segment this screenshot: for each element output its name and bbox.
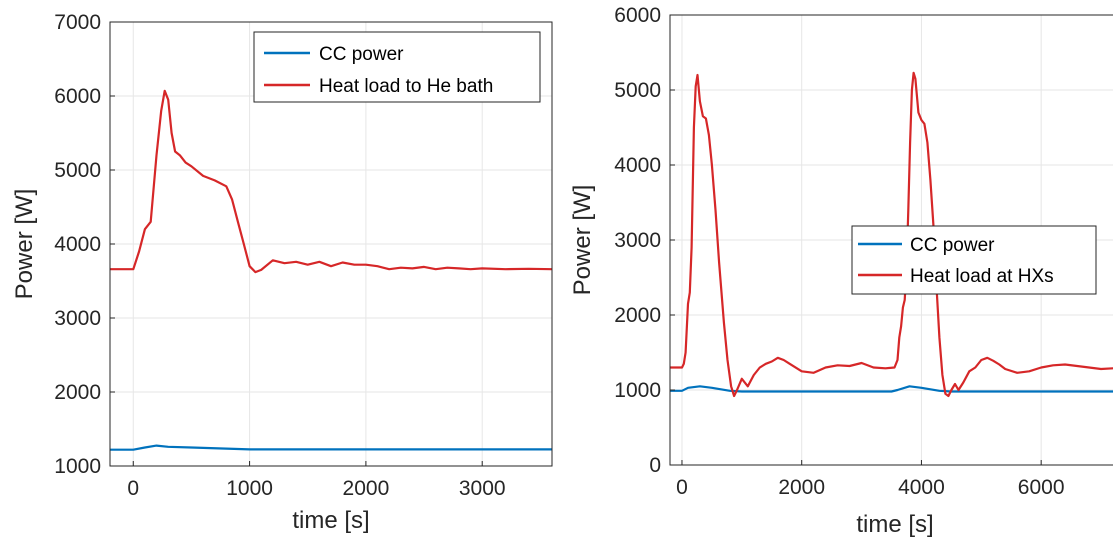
left-ticks: 0 1000 2000 3000 1000 2000 3000 4000 5000 6000 700… (54, 11, 505, 500)
right-y-tick-label-0: 0 (649, 454, 661, 477)
right-y-tick-label-6000: 6000 (614, 4, 661, 27)
right-chart: 0 2000 4000 6000 0 1000 2000 3000 4000 5000 6000 t… (569, 4, 1113, 538)
left-legend-label-cc-power: CC power (319, 44, 404, 65)
left-chart: 0 1000 2000 3000 1000 2000 3000 4000 5000 6000 700… (11, 11, 553, 534)
left-x-tick-label-2000: 2000 (343, 477, 390, 500)
right-y-tick-label-2000: 2000 (614, 304, 661, 327)
left-x-tick-label-1000: 1000 (226, 477, 273, 500)
right-y-tick-label-1000: 1000 (614, 379, 661, 402)
left-x-tick-label-0: 0 (127, 477, 139, 500)
right-series-cc-power-line (670, 385, 1113, 393)
left-x-axis-label: time [s] (292, 507, 369, 534)
right-y-axis-label: Power [W] (569, 185, 596, 296)
left-series (110, 89, 552, 451)
right-legend: CC power Heat load at HXs (851, 225, 1097, 295)
left-y-tick-label-2000: 2000 (54, 381, 101, 404)
left-y-tick-label-1000: 1000 (54, 455, 101, 478)
left-y-tick-label-4000: 4000 (54, 233, 101, 256)
right-x-tick-label-2000: 2000 (778, 476, 825, 499)
left-series-heat-load-line (110, 89, 552, 274)
left-x-tick-label-3000: 3000 (459, 477, 506, 500)
right-legend-label-cc-power: CC power (910, 235, 995, 256)
left-series-cc-power-line (110, 444, 552, 451)
left-legend-box (253, 31, 541, 103)
right-y-tick-label-5000: 5000 (614, 79, 661, 102)
left-y-tick-label-6000: 6000 (54, 85, 101, 108)
right-x-axis-label: time [s] (856, 511, 933, 538)
right-y-tick-label-4000: 4000 (614, 154, 661, 177)
left-y-tick-label-3000: 3000 (54, 307, 101, 330)
right-x-tick-label-4000: 4000 (898, 476, 945, 499)
right-x-tick-label-6000: 6000 (1018, 476, 1065, 499)
left-legend-label-heat-load: Heat load to He bath (319, 76, 493, 97)
right-y-tick-label-3000: 3000 (614, 229, 661, 252)
left-legend: CC power Heat load to He bath (253, 31, 541, 103)
right-legend-label-heat-load: Heat load at HXs (910, 266, 1054, 287)
left-y-tick-label-7000: 7000 (54, 11, 101, 34)
right-series (670, 71, 1113, 398)
right-series-heat-load-line (670, 71, 1113, 398)
left-y-tick-label-5000: 5000 (54, 159, 101, 182)
right-ticks: 0 2000 4000 6000 0 1000 2000 3000 4000 5000 6000 (614, 4, 1064, 499)
right-x-tick-label-0: 0 (676, 476, 688, 499)
right-legend-box (851, 225, 1097, 295)
left-y-axis-label: Power [W] (11, 189, 38, 300)
